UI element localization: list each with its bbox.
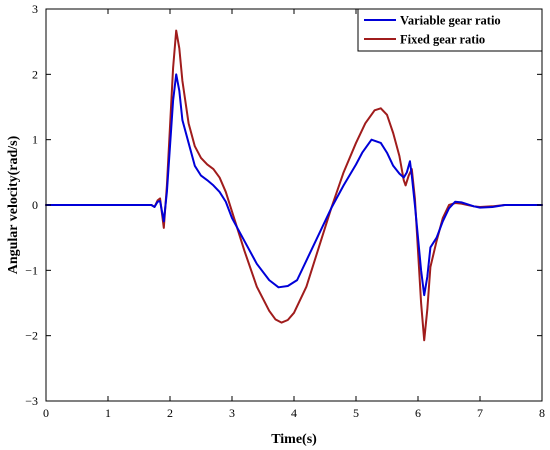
series-line-2 bbox=[45, 29, 543, 342]
y-tick-label: 3 bbox=[32, 2, 38, 16]
y-tick-label: 2 bbox=[32, 67, 38, 81]
x-tick-label: 2 bbox=[167, 406, 173, 420]
y-tick-label: 0 bbox=[32, 198, 38, 212]
series-line-1 bbox=[45, 73, 543, 297]
x-axis-title: Time(s) bbox=[271, 432, 317, 447]
x-tick-label: 7 bbox=[477, 406, 483, 420]
y-tick-label: −1 bbox=[25, 263, 38, 277]
legend-label-2: Fixed gear ratio bbox=[400, 33, 485, 47]
y-tick-label: −3 bbox=[25, 394, 38, 408]
y-tick-label: −2 bbox=[25, 329, 38, 343]
legend-box bbox=[357, 8, 543, 52]
y-axis-title: Angular velocity(rad/s) bbox=[6, 135, 21, 274]
x-tick-label: 6 bbox=[415, 406, 421, 420]
legend-label-1: Variable gear ratio bbox=[400, 14, 501, 28]
x-tick-label: 5 bbox=[353, 406, 359, 420]
x-tick-label: 0 bbox=[43, 406, 49, 420]
y-tick-label: 1 bbox=[32, 133, 38, 147]
x-tick-label: 1 bbox=[105, 406, 111, 420]
x-tick-label: 4 bbox=[291, 406, 297, 420]
x-tick-label: 8 bbox=[539, 406, 545, 420]
x-tick-label: 3 bbox=[229, 406, 235, 420]
